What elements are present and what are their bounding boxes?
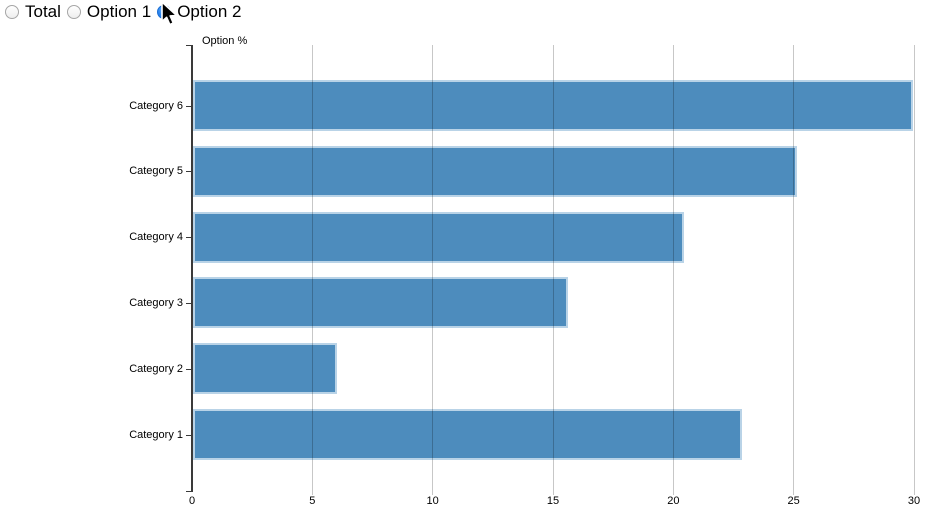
y-tick-mark-category-5 [186, 171, 192, 173]
bar-category-1[interactable] [193, 409, 742, 460]
y-tick-mark-category-4 [186, 237, 192, 239]
bar-category-3[interactable] [193, 277, 569, 329]
y-tick-label-category-6: Category 6 [129, 99, 183, 112]
x-tick-label-0: 0 [188, 495, 196, 507]
grid-line-25 [793, 45, 795, 495]
y-tick-label-category-5: Category 5 [129, 165, 183, 178]
grid-line-5 [311, 45, 313, 495]
y-tick-label-category-2: Category 2 [129, 362, 183, 375]
y-tick-label-category-3: Category 3 [129, 296, 183, 309]
y-tick-label-category-4: Category 4 [129, 231, 183, 244]
x-tick-label-20: 20 [667, 495, 680, 507]
x-tick-label-5: 5 [309, 495, 316, 507]
radio-item-total[interactable]: Total [5, 1, 61, 23]
grid-line-30 [913, 45, 915, 495]
bar-category-4[interactable] [193, 211, 684, 263]
radio-label-option-2[interactable]: Option 2 [177, 2, 242, 21]
bar-category-2[interactable] [193, 343, 338, 395]
bar-category-6[interactable] [193, 80, 913, 131]
radio-label-total[interactable]: Total [25, 2, 61, 21]
x-tick-label-15: 15 [546, 495, 560, 507]
x-tick-label-30: 30 [907, 495, 921, 507]
grid-line-10 [432, 45, 434, 495]
y-tick-mark-category-1 [186, 434, 192, 436]
x-tick-label-25: 25 [787, 495, 800, 507]
grid-line-15 [552, 45, 554, 495]
radio-button-total[interactable] [5, 5, 19, 19]
y-axis-line [191, 45, 193, 492]
radio-label-option-1[interactable]: Option 1 [86, 2, 152, 21]
y-tick-label-category-1: Category 1 [129, 428, 183, 441]
x-tick-label-10: 10 [426, 495, 439, 507]
radio-button-option-1[interactable] [66, 5, 81, 19]
y-tick-mark-category-6 [186, 105, 192, 107]
mouse-cursor-icon [161, 1, 178, 26]
bar-category-5[interactable] [193, 145, 798, 197]
y-tick-mark-category-3 [186, 302, 192, 304]
y-tick-mark-category-2 [186, 368, 192, 370]
grid-line-20 [672, 45, 674, 495]
y-axis-top-cap [186, 45, 192, 46]
x-axis-title: Option % [202, 35, 248, 47]
y-axis-bottom-cap [186, 491, 192, 492]
radio-item-option-1[interactable]: Option 1 [66, 1, 152, 23]
